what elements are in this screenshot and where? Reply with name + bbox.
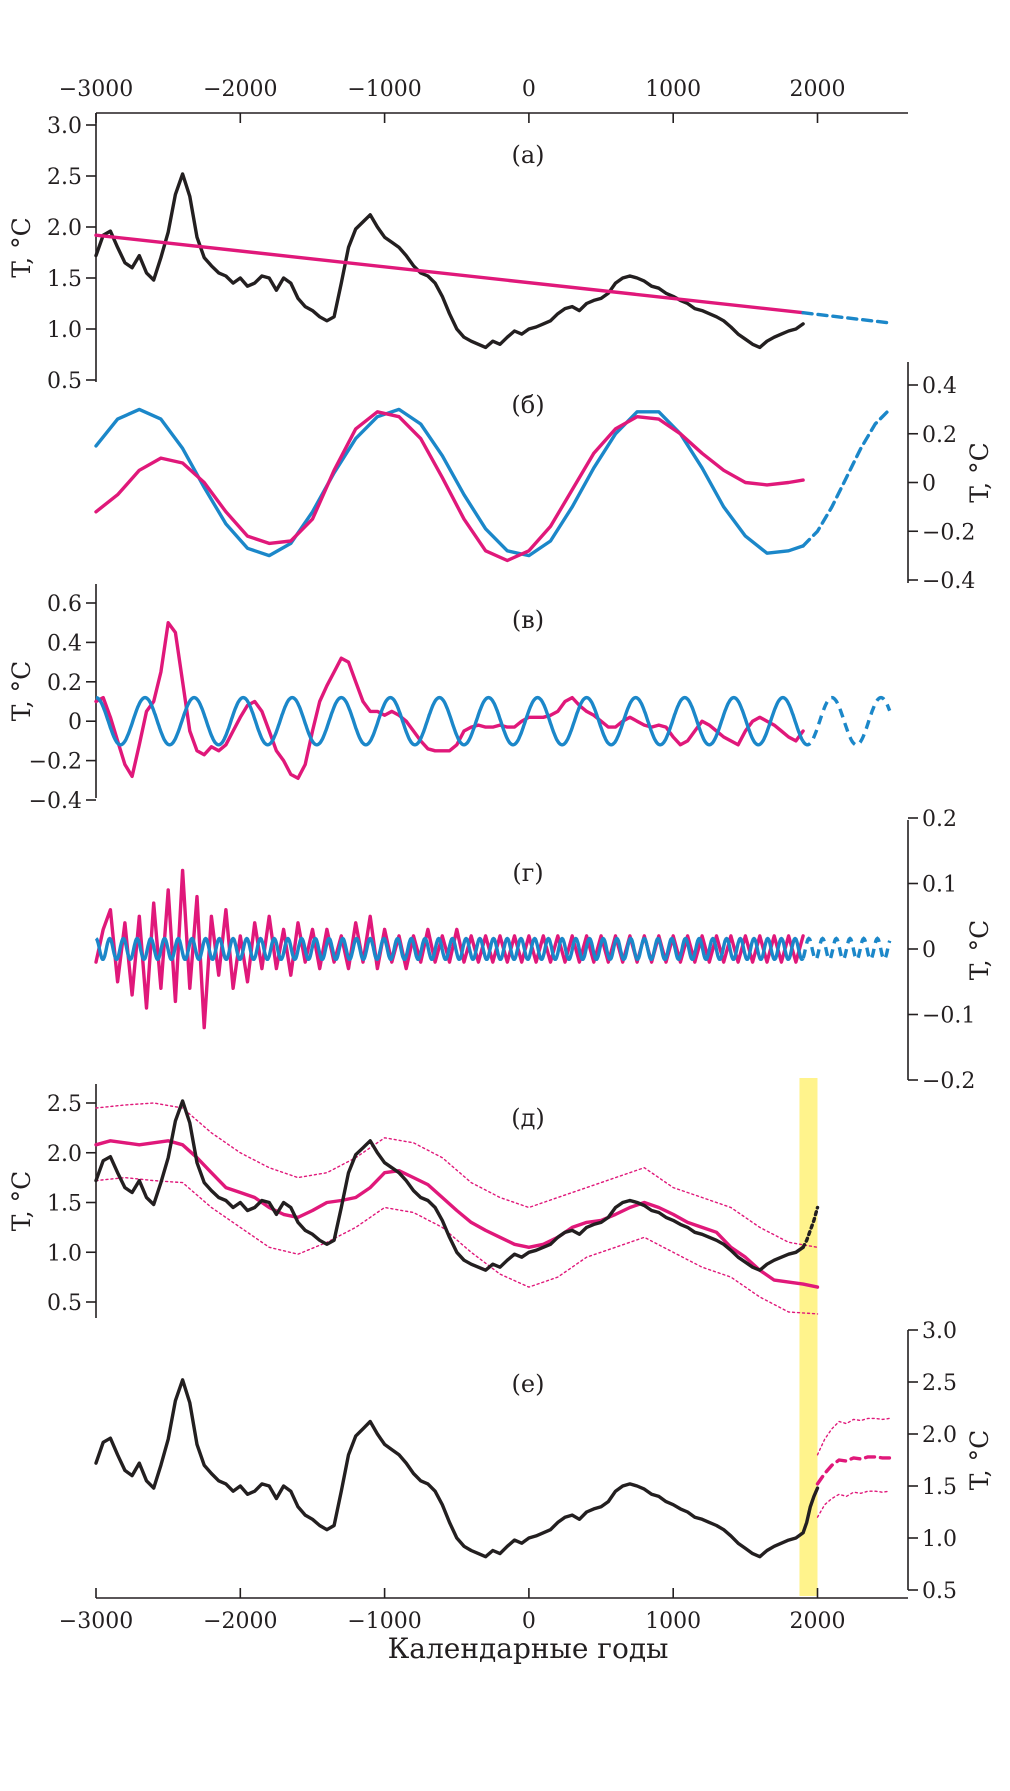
series-observed-solid	[94, 172, 805, 350]
y-tick-label: 0	[922, 472, 936, 497]
series-harmonic-solid	[94, 407, 805, 558]
y-tick-label: 2.5	[47, 165, 82, 190]
series-harmonic-dashed	[801, 936, 892, 961]
series-harmonic-dashed	[801, 311, 892, 325]
y-tick-label: 3.0	[922, 1319, 957, 1344]
bottom-x-axis: −3000 −2000 −1000 0 1000 2000	[59, 1588, 908, 1634]
series-model_bound-dotted	[95, 1102, 819, 1249]
chart-panels: 0.5 1.0 1.5 2.0 2.5 3.0 T, °C (а) −0.4 −0.2 0 0.2 0.…	[7, 113, 994, 1604]
top-x-tick-label: 2000	[790, 77, 846, 102]
y-tick-label: 1.5	[922, 1475, 957, 1500]
y-tick-label: 3.0	[47, 114, 82, 139]
panel-label: (а)	[511, 141, 544, 169]
series-model-solid	[94, 1139, 820, 1289]
y-tick-label: 0	[922, 938, 936, 963]
series-model-solid	[94, 868, 805, 1030]
y-axis-title: T, °C	[965, 1430, 994, 1491]
y-tick-label: 1.0	[47, 318, 82, 343]
y-tick-label: 2.0	[47, 1142, 82, 1167]
series-model-solid	[94, 410, 805, 563]
panel-label: (б)	[511, 391, 544, 419]
series-harmonic-solid	[94, 695, 805, 747]
y-tick-label: 1.5	[47, 1192, 82, 1217]
bottom-x-tick-label: −3000	[59, 1609, 133, 1634]
y-tick-label: 0.5	[47, 369, 82, 394]
y-axis-title: T, °C	[7, 217, 36, 278]
y-tick-label: 0.4	[47, 631, 82, 656]
series-model-dashed	[815, 1455, 892, 1486]
panel-label: (е)	[512, 1370, 545, 1398]
y-tick-label: 1.0	[922, 1527, 957, 1552]
y-tick-label: 2.0	[47, 216, 82, 241]
y-tick-label: 0.4	[922, 374, 957, 399]
y-tick-label: 0.5	[922, 1579, 957, 1604]
bottom-x-tick-label: −2000	[203, 1609, 277, 1634]
series-harmonic-solid	[94, 936, 805, 961]
y-tick-label: 2.0	[922, 1423, 957, 1448]
top-x-tick-label: −2000	[203, 77, 277, 102]
y-tick-label: −0.2	[29, 750, 82, 775]
panel-label: (г)	[512, 859, 543, 887]
bottom-x-tick-label: 2000	[790, 1609, 846, 1634]
panel-d: 0.5 1.0 1.5 2.0 2.5 T, °C (д)	[7, 1078, 820, 1324]
y-tick-label: 2.5	[47, 1092, 82, 1117]
y-axis-title: T, °C	[7, 1171, 36, 1232]
y-axis-title: T, °C	[965, 920, 994, 981]
y-tick-label: −0.2	[922, 1069, 975, 1094]
series-model_bound-dotted	[816, 1490, 891, 1518]
y-axis-title: T, °C	[965, 442, 994, 503]
series-harmonic-dashed	[801, 695, 892, 747]
top-x-tick-label: −1000	[347, 77, 421, 102]
highlight-band	[799, 1078, 818, 1324]
panel-label: (в)	[512, 606, 544, 634]
series-model_bound-dotted	[816, 1417, 891, 1456]
panel-e: 0.5 1.0 1.5 2.0 2.5 3.0 T, °C (е)	[94, 1319, 994, 1604]
bottom-x-tick-label: 0	[522, 1609, 536, 1634]
series-model-solid	[94, 621, 805, 780]
highlight-band	[799, 1324, 818, 1596]
bottom-x-tick-label: 1000	[645, 1609, 701, 1634]
top-x-axis: −3000 −2000 −1000 0 1000 2000	[59, 77, 908, 123]
y-tick-label: 1.5	[47, 267, 82, 292]
y-tick-label: 0.2	[47, 671, 82, 696]
panel-label: (д)	[511, 1104, 545, 1132]
top-x-tick-label: 0	[522, 77, 536, 102]
y-tick-label: −0.4	[29, 789, 82, 814]
y-tick-label: 1.0	[47, 1241, 82, 1266]
y-tick-label: 0	[68, 710, 82, 735]
panel-g: −0.2 −0.1 0 0.1 0.2 T, °C (г)	[94, 807, 994, 1094]
x-axis-title: Календарные годы	[388, 1632, 669, 1665]
y-tick-label: 0.2	[922, 807, 957, 832]
series-harmonic-dashed	[801, 407, 892, 548]
series-observed-solid	[94, 1099, 805, 1272]
top-x-tick-label: 1000	[645, 77, 701, 102]
bottom-x-tick-label: −1000	[347, 1609, 421, 1634]
series-model_bound-dotted	[95, 1176, 819, 1315]
panel-a: 0.5 1.0 1.5 2.0 2.5 3.0 T, °C (а)	[7, 113, 892, 394]
y-tick-label: −0.1	[922, 1004, 975, 1029]
y-tick-label: −0.4	[922, 569, 975, 594]
panel-v: −0.4 −0.2 0 0.2 0.4 0.6 T, °C (в)	[7, 584, 892, 814]
series-observed-dotted	[801, 1205, 820, 1250]
y-tick-label: −0.2	[922, 520, 975, 545]
panel-b: −0.4 −0.2 0 0.2 0.4 T, °C (б)	[94, 362, 994, 594]
y-tick-label: 0.6	[47, 592, 82, 617]
y-tick-label: 0.5	[47, 1291, 82, 1316]
y-tick-label: 2.5	[922, 1371, 957, 1396]
series-model-solid	[94, 233, 805, 315]
y-tick-label: 0.2	[922, 423, 957, 448]
y-axis-title: T, °C	[7, 661, 36, 722]
top-x-tick-label: −3000	[59, 77, 133, 102]
series-observed-solid	[94, 1378, 820, 1559]
y-tick-label: 0.1	[922, 873, 957, 898]
